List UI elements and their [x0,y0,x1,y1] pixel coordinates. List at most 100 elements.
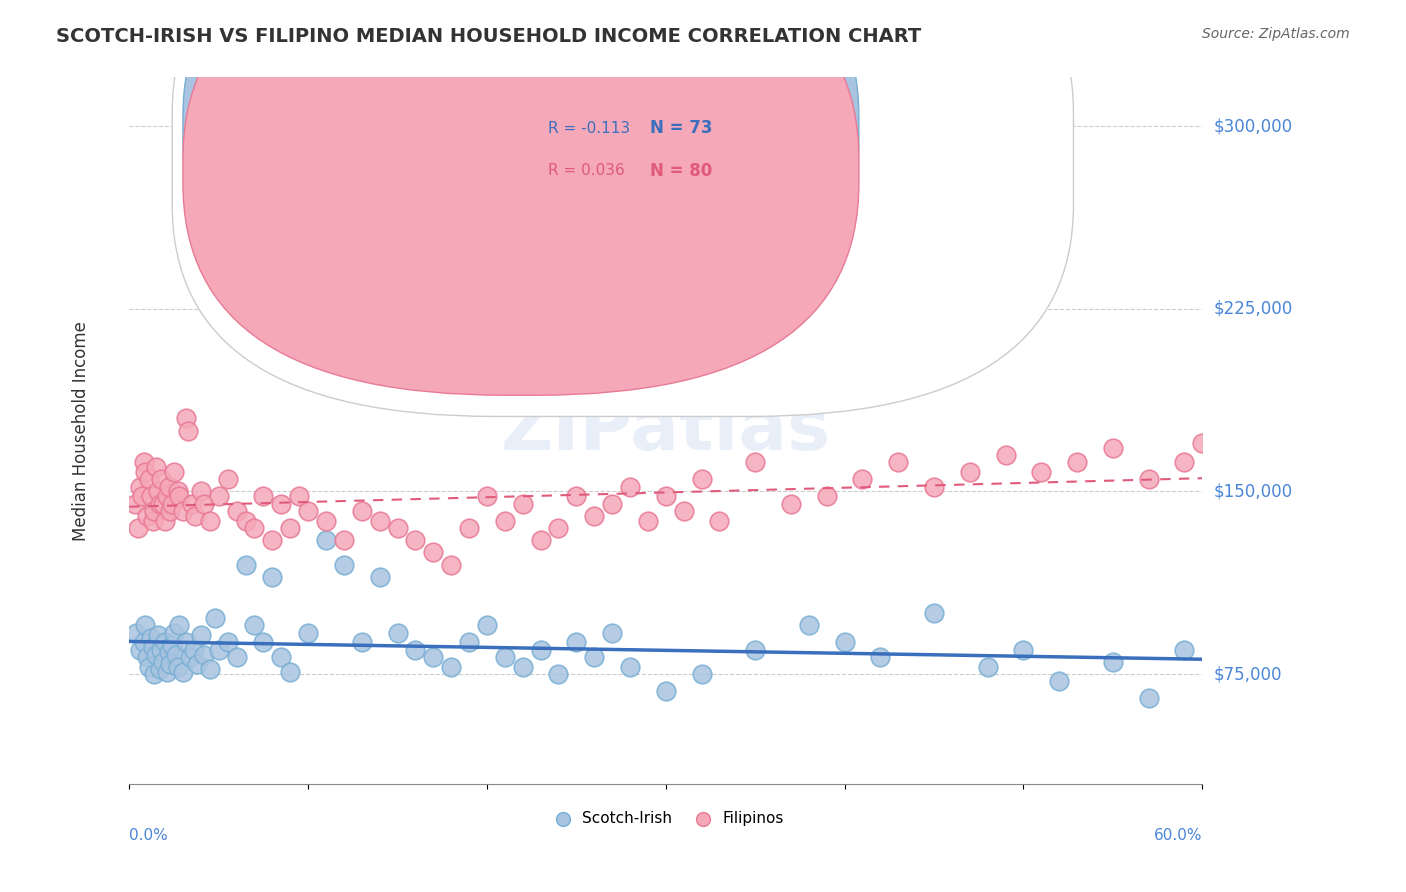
Point [243,618,266,632]
Point [422,650,444,665]
Point [440,660,463,674]
Text: R = -0.113: R = -0.113 [548,120,630,136]
Point [208,489,231,503]
Point [404,533,426,548]
Point [1012,642,1035,657]
Point [565,489,588,503]
Point [959,465,981,479]
Text: Median Household Income: Median Household Income [72,320,90,541]
Point [129,479,152,493]
Point [458,635,481,649]
Point [132,635,155,649]
Point [583,508,606,523]
Point [243,521,266,535]
Point [217,472,239,486]
Point [141,640,163,655]
Point [744,642,766,657]
Point [1101,441,1123,455]
Point [744,455,766,469]
Point [994,448,1017,462]
Point [547,667,569,681]
Point [288,489,311,503]
Point [440,558,463,572]
Point [152,497,174,511]
Point [333,533,356,548]
Point [146,484,169,499]
Point [193,648,215,662]
Point [619,660,641,674]
Point [129,642,152,657]
Point [176,411,198,425]
Point [1137,691,1160,706]
Point [149,497,172,511]
Point [166,660,188,674]
Point [176,635,198,649]
Text: $150,000: $150,000 [1213,483,1292,500]
Point [512,497,534,511]
Text: 60.0%: 60.0% [1154,828,1202,843]
Point [315,514,337,528]
Point [131,489,153,503]
Point [252,635,274,649]
Point [124,497,146,511]
Point [160,638,183,652]
Point [690,667,713,681]
Point [815,489,838,503]
Point [565,635,588,649]
Point [1173,642,1195,657]
Point [368,570,391,584]
Point [851,472,873,486]
Point [278,521,301,535]
Point [869,650,891,665]
Point [547,521,569,535]
Point [150,642,173,657]
Point [169,489,191,503]
Point [143,504,166,518]
Point [139,631,162,645]
Text: N = 80: N = 80 [650,161,711,179]
Point [1031,465,1053,479]
Point [145,648,167,662]
Point [225,504,247,518]
Point [235,514,257,528]
Point [368,514,391,528]
Point [655,684,678,698]
Point [141,514,163,528]
Point [143,667,166,681]
Point [204,611,226,625]
Point [262,533,284,548]
FancyBboxPatch shape [172,0,1073,417]
Point [529,533,551,548]
Point [186,657,208,672]
Point [252,489,274,503]
Point [494,514,516,528]
Point [169,618,191,632]
Point [709,514,731,528]
Point [270,650,292,665]
Point [1066,455,1088,469]
Point [637,514,659,528]
Point [146,628,169,642]
Point [1101,655,1123,669]
Point [152,655,174,669]
Point [404,642,426,657]
Point [235,558,257,572]
Point [159,504,181,518]
Point [475,618,498,632]
Point [297,504,319,518]
Point [179,650,201,665]
Point [198,514,221,528]
Point [494,650,516,665]
Point [387,521,409,535]
Point [159,657,181,672]
Legend: Scotch-Irish, Filipinos: Scotch-Irish, Filipinos [541,805,790,832]
Point [512,660,534,674]
Point [153,514,176,528]
Point [138,660,160,674]
Text: SCOTCH-IRISH VS FILIPINO MEDIAN HOUSEHOLD INCOME CORRELATION CHART: SCOTCH-IRISH VS FILIPINO MEDIAN HOUSEHOL… [56,27,921,45]
Point [198,662,221,676]
Point [134,618,156,632]
Point [145,460,167,475]
Point [138,472,160,486]
Point [208,642,231,657]
